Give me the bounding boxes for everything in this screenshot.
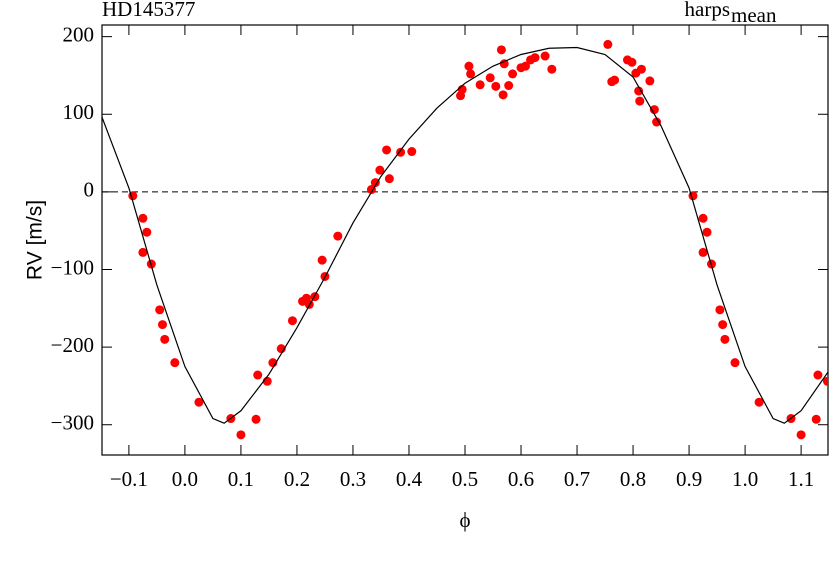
data-point [715, 305, 725, 315]
data-point [720, 334, 730, 344]
data-point [475, 80, 485, 90]
data-point [287, 316, 297, 326]
data-point [822, 376, 828, 386]
data-point [635, 96, 645, 106]
data-point [603, 39, 613, 49]
data-point [702, 227, 712, 237]
y-tick-label: 100 [63, 100, 95, 124]
data-point [547, 64, 557, 74]
x-tick-label: 0.8 [620, 467, 646, 491]
data-point [652, 117, 662, 127]
data-point [813, 370, 823, 380]
data-point [499, 59, 509, 69]
data-point [649, 105, 659, 115]
data-point [636, 64, 646, 74]
y-tick-label: 200 [63, 22, 95, 46]
data-point [645, 76, 655, 86]
x-tick-label: 0.1 [228, 467, 254, 491]
data-point [498, 90, 508, 100]
data-point [138, 247, 148, 257]
x-tick-label: 0.6 [508, 467, 534, 491]
data-point [251, 414, 261, 424]
data-point [496, 45, 506, 55]
data-point [698, 213, 708, 223]
x-tick-label: 0.4 [396, 467, 423, 491]
chart-title: HD145377 [102, 0, 195, 21]
x-tick-label: 0.0 [172, 467, 198, 491]
data-point [382, 145, 392, 155]
y-tick-label: −300 [51, 411, 94, 435]
data-point [310, 292, 320, 302]
data-point [155, 305, 165, 315]
data-point [504, 81, 514, 91]
x-tick-label: −0.1 [110, 467, 148, 491]
y-tick-label: 0 [84, 178, 95, 202]
data-point [236, 430, 246, 440]
y-tick-label: −200 [51, 333, 94, 357]
data-point [375, 165, 385, 175]
data-point [253, 370, 263, 380]
x-tick-label: 0.9 [676, 467, 702, 491]
data-point [811, 414, 821, 424]
data-point [396, 147, 406, 157]
data-point [718, 320, 728, 330]
annotation: harps [685, 0, 731, 21]
x-axis-label: ϕ [459, 508, 470, 532]
x-tick-label: 0.5 [452, 467, 478, 491]
data-point [142, 227, 152, 237]
x-tick-label: 0.7 [564, 467, 590, 491]
y-axis-label: RV [m/s] [24, 200, 47, 280]
data-point [170, 358, 180, 368]
data-point [485, 73, 495, 83]
data-point [634, 86, 644, 96]
data-point [730, 358, 740, 368]
data-point [160, 334, 170, 344]
y-tick-label: −100 [51, 255, 94, 279]
data-point [464, 61, 474, 71]
annotation-subscript: mean [731, 3, 777, 27]
data-point [530, 53, 540, 63]
data-point [627, 57, 637, 67]
data-point [540, 51, 550, 61]
data-point [754, 397, 764, 407]
data-point [317, 255, 327, 265]
data-point [333, 231, 343, 241]
data-point [521, 61, 530, 71]
data-point [384, 174, 394, 184]
data-point [407, 147, 417, 157]
data-point [796, 430, 806, 440]
x-tick-label: 0.2 [284, 467, 310, 491]
fit-curve [102, 46, 828, 424]
x-tick-label: 1.0 [732, 467, 758, 491]
x-tick-label: 0.3 [340, 467, 366, 491]
data-point [138, 213, 148, 223]
data-point [508, 69, 518, 79]
data-point [610, 75, 620, 85]
data-point [698, 247, 708, 257]
data-point [491, 81, 501, 91]
data-point [370, 178, 380, 188]
data-point [194, 397, 204, 407]
data-point [466, 69, 476, 79]
x-tick-label: 1.1 [788, 467, 814, 491]
data-point [158, 320, 167, 330]
